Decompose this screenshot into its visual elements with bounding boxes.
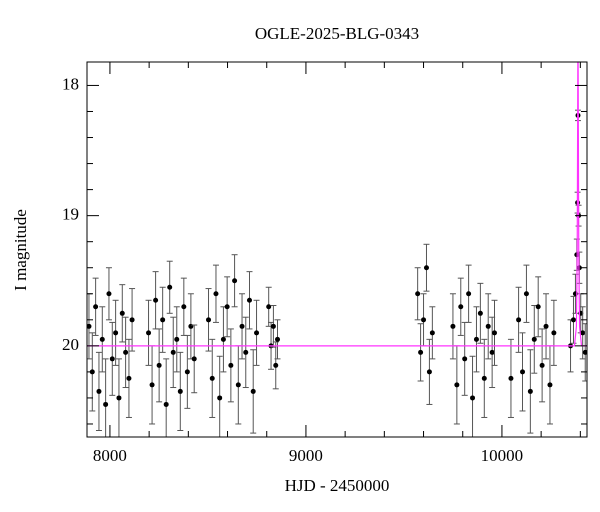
data-point [103,401,109,407]
data-point [93,304,99,310]
data-point [462,356,468,362]
data-point [570,317,576,323]
data-point [458,304,464,310]
data-point [126,375,132,381]
data-point [106,291,112,297]
data-point [246,297,252,303]
data-point [423,265,429,271]
data-point [235,382,241,388]
data-point [450,323,456,329]
data-point [466,291,472,297]
y-tick-label: 20 [62,335,79,354]
data-point [477,310,483,316]
data-point [170,349,176,355]
data-point [418,349,424,355]
data-point [531,336,537,342]
data-point [167,284,173,290]
data-point [485,323,491,329]
data-point [163,401,169,407]
data-point [266,304,272,310]
data-point [275,336,281,342]
data-point [539,362,545,368]
data-point [109,356,115,362]
data-point [535,304,541,310]
x-tick-label: 10000 [481,446,524,465]
data-point [243,349,249,355]
data-point [146,330,152,336]
data-point [582,349,587,355]
data-point [96,388,102,394]
data-point [174,336,180,342]
data-point [213,291,219,297]
data-point [429,330,435,336]
data-point [87,323,92,329]
data-point [123,349,129,355]
model-line [87,62,587,347]
data-point [523,291,529,297]
data-point [184,369,190,375]
data-point [116,395,122,401]
data-point [470,395,476,401]
data-point [454,382,460,388]
data-point [156,362,162,368]
data-point [543,323,549,329]
data-point [250,388,256,394]
y-tick-label: 18 [62,74,79,93]
data-point [415,291,421,297]
data-point [254,330,260,336]
data-point [153,297,159,303]
x-tick-label: 9000 [289,446,323,465]
chart-title: OGLE-2025-BLG-0343 [255,24,419,43]
data-point [239,323,245,329]
x-axis-label: HJD - 2450000 [285,476,390,495]
data-point [426,369,432,375]
data-point [270,323,276,329]
data-point [527,388,533,394]
data-point [113,330,119,336]
data-point [220,336,226,342]
data-point [209,375,215,381]
data-point [516,317,522,323]
data-point [206,317,212,323]
data-point [489,349,495,355]
y-axis-label: I magnitude [11,209,30,291]
data-point [551,330,557,336]
data-point [520,369,526,375]
data-point [191,356,197,362]
data-point [273,362,279,368]
data-point [99,336,105,342]
data-point [119,310,125,316]
data-point [181,304,187,310]
data-point [129,317,135,323]
data-point [547,382,553,388]
data-point [149,382,155,388]
data-point [473,336,479,342]
x-tick-label: 8000 [93,446,127,465]
data-point [160,317,166,323]
data-point [580,330,586,336]
data-point [232,278,238,284]
data-point [228,362,234,368]
data-point [491,330,497,336]
data-point [421,317,427,323]
data-point [177,388,183,394]
plot-area [87,62,587,437]
plot-frame [86,61,588,438]
y-tick-label: 19 [62,205,79,224]
data-point [481,375,487,381]
data-point [217,395,223,401]
data-point [224,304,230,310]
data-point [508,375,514,381]
